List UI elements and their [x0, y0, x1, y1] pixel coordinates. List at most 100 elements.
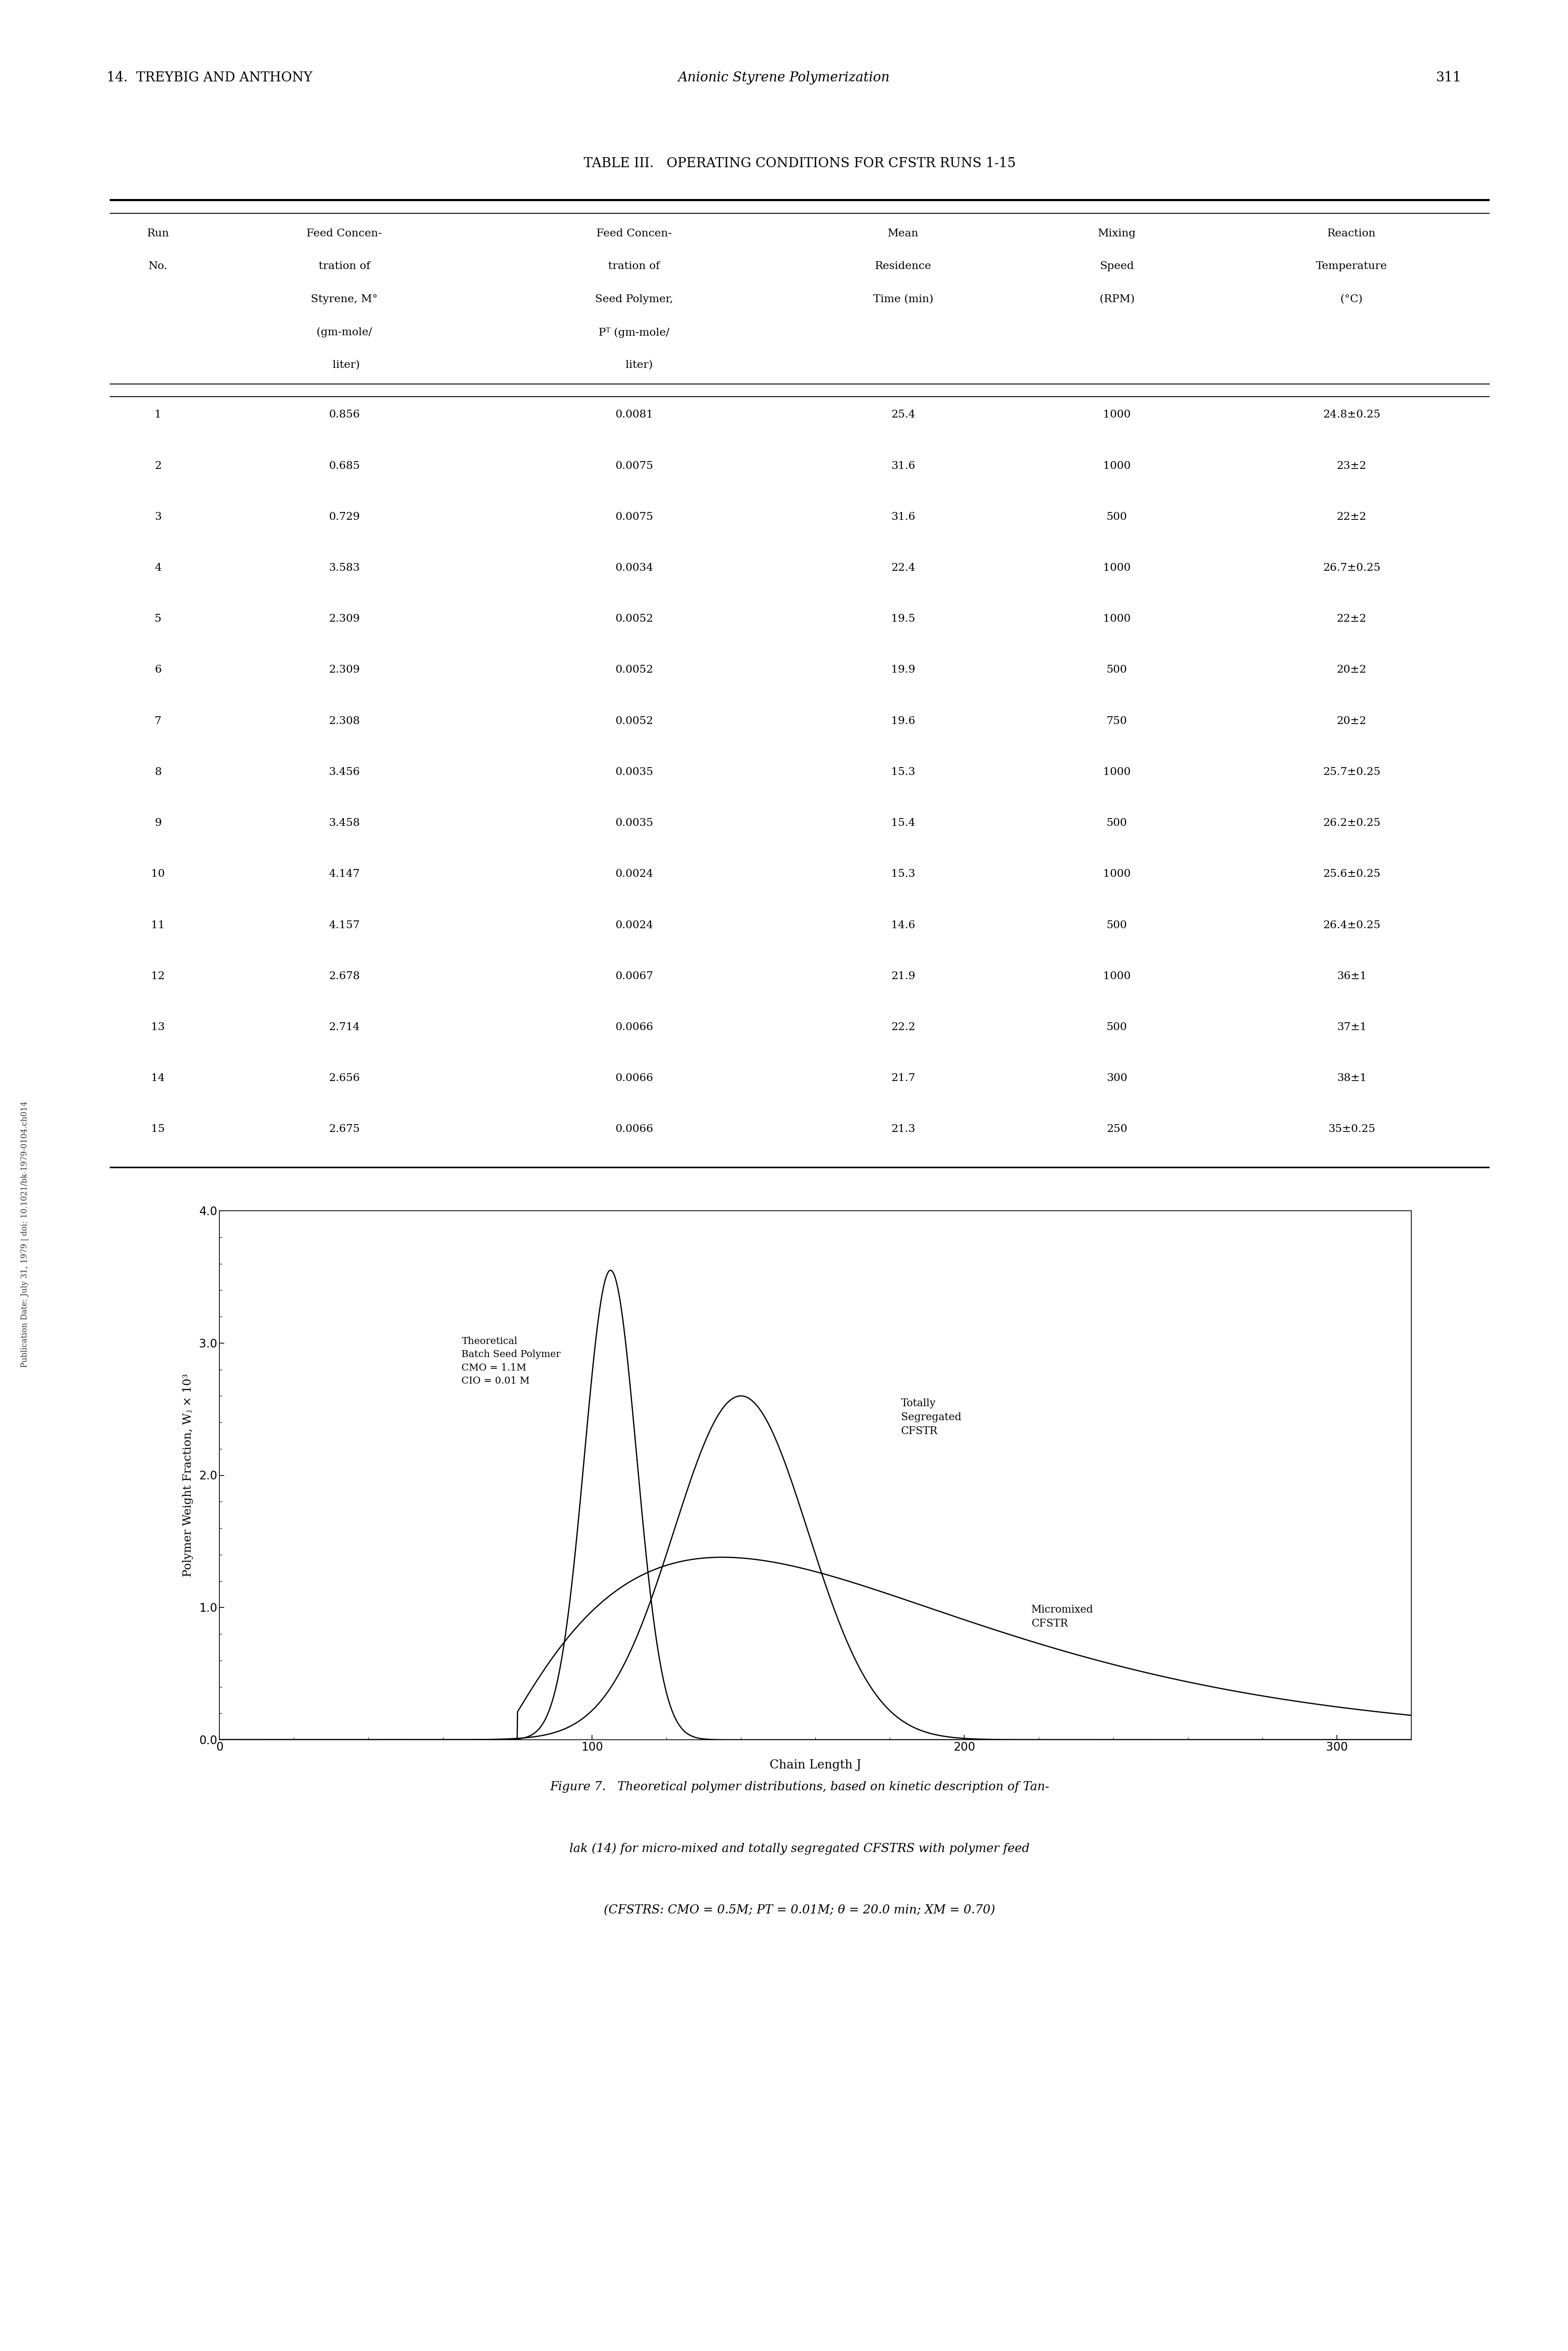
Text: 0.0066: 0.0066 [615, 1023, 654, 1032]
Text: 500: 500 [1107, 919, 1127, 931]
Text: 4: 4 [155, 562, 162, 574]
Text: 0.0052: 0.0052 [615, 717, 654, 726]
Text: 0.0035: 0.0035 [615, 818, 654, 828]
Text: Temperature: Temperature [1316, 261, 1388, 270]
Text: 15.3: 15.3 [891, 766, 916, 778]
Text: 0.0075: 0.0075 [615, 513, 654, 522]
Text: 38±1: 38±1 [1338, 1074, 1366, 1084]
Text: 26.7±0.25: 26.7±0.25 [1323, 562, 1380, 574]
Text: 25.7±0.25: 25.7±0.25 [1323, 766, 1380, 778]
Text: 9: 9 [155, 818, 162, 828]
Text: 35±0.25: 35±0.25 [1328, 1124, 1375, 1133]
Text: 20±2: 20±2 [1336, 665, 1367, 675]
Text: 500: 500 [1107, 513, 1127, 522]
Text: Anionic Styrene Polymerization: Anionic Styrene Polymerization [677, 71, 891, 85]
Text: Reaction: Reaction [1327, 228, 1377, 237]
Text: (CFSTRS: CMO = 0.5M; PT = 0.01M; θ = 20.0 min; XM = 0.70): (CFSTRS: CMO = 0.5M; PT = 0.01M; θ = 20.… [604, 1904, 996, 1916]
Text: Theoretical
Batch Seed Polymer
CMO = 1.1M
CIO = 0.01 M: Theoretical Batch Seed Polymer CMO = 1.1… [461, 1335, 561, 1385]
Text: 0.0034: 0.0034 [615, 562, 654, 574]
Text: Run: Run [147, 228, 169, 237]
Text: 1000: 1000 [1104, 562, 1131, 574]
Text: liter): liter) [615, 360, 652, 369]
Text: 21.7: 21.7 [891, 1074, 916, 1084]
Text: 3.458: 3.458 [329, 818, 361, 828]
Text: Mean: Mean [887, 228, 919, 237]
Text: 22±2: 22±2 [1336, 513, 1367, 522]
Text: 2: 2 [155, 461, 162, 470]
Text: (RPM): (RPM) [1099, 294, 1135, 303]
Text: 20±2: 20±2 [1336, 717, 1367, 726]
Text: 1000: 1000 [1104, 461, 1131, 470]
Text: Pᵀ (gm-mole/: Pᵀ (gm-mole/ [599, 327, 670, 339]
Text: 2.309: 2.309 [329, 665, 361, 675]
Text: 2.678: 2.678 [329, 971, 361, 980]
Text: 23±2: 23±2 [1336, 461, 1367, 470]
Text: 8: 8 [155, 766, 162, 778]
Text: 3.456: 3.456 [329, 766, 361, 778]
Text: 0.0024: 0.0024 [615, 870, 654, 879]
Text: (gm-mole/: (gm-mole/ [317, 327, 372, 339]
Text: 300: 300 [1107, 1074, 1127, 1084]
Text: 26.4±0.25: 26.4±0.25 [1323, 919, 1380, 931]
Text: Figure 7.   Theoretical polymer distributions, based on kinetic description of T: Figure 7. Theoretical polymer distributi… [550, 1782, 1049, 1791]
Text: 0.0066: 0.0066 [615, 1074, 654, 1084]
Text: 500: 500 [1107, 818, 1127, 828]
Text: 22.2: 22.2 [891, 1023, 916, 1032]
Text: 5: 5 [155, 614, 162, 623]
Text: 21.3: 21.3 [891, 1124, 916, 1133]
Text: 2.656: 2.656 [329, 1074, 361, 1084]
Text: 31.6: 31.6 [891, 513, 916, 522]
Text: 0.0075: 0.0075 [615, 461, 654, 470]
Text: 15: 15 [151, 1124, 165, 1133]
Text: 2.309: 2.309 [329, 614, 361, 623]
Text: 19.5: 19.5 [891, 614, 916, 623]
Text: 0.0035: 0.0035 [615, 766, 654, 778]
Text: Residence: Residence [875, 261, 931, 270]
Text: 1000: 1000 [1104, 971, 1131, 980]
Text: 311: 311 [1436, 71, 1461, 85]
Text: 37±1: 37±1 [1338, 1023, 1366, 1032]
Text: 1000: 1000 [1104, 766, 1131, 778]
Text: 1: 1 [155, 409, 162, 421]
Text: 12: 12 [151, 971, 165, 980]
Text: 31.6: 31.6 [891, 461, 916, 470]
Text: 15.3: 15.3 [891, 870, 916, 879]
Text: 11: 11 [151, 919, 165, 931]
Text: 4.157: 4.157 [329, 919, 361, 931]
Text: 0.0052: 0.0052 [615, 614, 654, 623]
Text: 0.0052: 0.0052 [615, 665, 654, 675]
Text: tration of: tration of [318, 261, 370, 270]
Text: 21.9: 21.9 [891, 971, 916, 980]
Text: 2.675: 2.675 [329, 1124, 361, 1133]
Text: Styrene, M°: Styrene, M° [310, 294, 378, 303]
X-axis label: Chain Length J: Chain Length J [770, 1759, 861, 1770]
Text: 0.729: 0.729 [329, 513, 361, 522]
Text: (°C): (°C) [1341, 294, 1363, 303]
Text: 1000: 1000 [1104, 870, 1131, 879]
Text: Feed Concen-: Feed Concen- [307, 228, 383, 237]
Text: 0.856: 0.856 [329, 409, 361, 421]
Text: Feed Concen-: Feed Concen- [596, 228, 671, 237]
Text: 0.0066: 0.0066 [615, 1124, 654, 1133]
Text: 14: 14 [151, 1074, 165, 1084]
Text: lak (14) for micro-mixed and totally segregated CFSTRS with polymer feed: lak (14) for micro-mixed and totally seg… [569, 1843, 1030, 1855]
Text: 750: 750 [1107, 717, 1127, 726]
Text: 0.0067: 0.0067 [615, 971, 654, 980]
Text: Totally
Segregated
CFSTR: Totally Segregated CFSTR [902, 1399, 961, 1436]
Text: 1000: 1000 [1104, 614, 1131, 623]
Text: Micromixed
CFSTR: Micromixed CFSTR [1032, 1606, 1093, 1629]
Text: 10: 10 [151, 870, 165, 879]
Text: tration of: tration of [608, 261, 660, 270]
Text: 7: 7 [155, 717, 162, 726]
Text: Publication Date: July 31, 1979 | doi: 10.1021/bk-1979-0104.ch014: Publication Date: July 31, 1979 | doi: 1… [20, 1100, 30, 1368]
Text: 13: 13 [151, 1023, 165, 1032]
Text: No.: No. [149, 261, 168, 270]
Text: 25.4: 25.4 [891, 409, 916, 421]
Text: 2.714: 2.714 [329, 1023, 361, 1032]
Text: 22±2: 22±2 [1336, 614, 1367, 623]
Text: 1000: 1000 [1104, 409, 1131, 421]
Text: 2.308: 2.308 [329, 717, 361, 726]
Text: 0.0081: 0.0081 [615, 409, 654, 421]
Text: 14.  TREYBIG AND ANTHONY: 14. TREYBIG AND ANTHONY [107, 71, 312, 85]
Text: 6: 6 [155, 665, 162, 675]
